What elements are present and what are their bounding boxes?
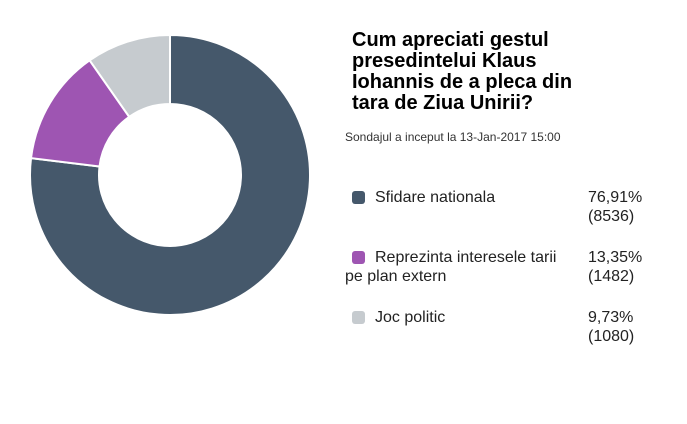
legend-percent: 13,35% [588, 249, 643, 266]
legend-swatch-icon [352, 191, 365, 204]
donut-chart-container [0, 0, 340, 350]
legend-label: Joc politic [345, 308, 588, 327]
legend-count: (1482) [588, 268, 635, 285]
legend: Sfidare nationala 76,91% (8536) Reprezin… [345, 188, 665, 346]
legend-label-text-wrap: pe plan extern [345, 268, 447, 285]
legend-value: 9,73% (1080) [588, 308, 663, 346]
legend-item: Joc politic 9,73% (1080) [345, 308, 665, 346]
poll-question-line: tara de Ziua Unirii? [352, 92, 534, 114]
poll-question-line: presedintelui Klaus [352, 50, 537, 72]
legend-value: 13,35% (1482) [588, 248, 663, 286]
legend-count: (1080) [588, 328, 635, 345]
legend-label: Reprezinta interesele tarii pe plan exter… [345, 248, 588, 286]
legend-percent: 76,91% [588, 189, 643, 206]
legend-percent: 9,73% [588, 309, 634, 326]
legend-label-text: Sfidare nationala [375, 189, 496, 206]
legend-label: Sfidare nationala [345, 188, 588, 207]
poll-question-line: Cum apreciati gestul [352, 29, 549, 51]
donut-segment-0 [29, 33, 311, 316]
legend-count: (8536) [588, 208, 635, 225]
legend-swatch-icon [352, 251, 365, 264]
poll-start-date: Sondajul a inceput la 13-Jan-2017 15:00 [345, 130, 561, 144]
poll-info-panel: Cum apreciati gestul presedintelui Klaus… [345, 30, 665, 368]
poll-question-line: Iohannis de a pleca din [352, 71, 573, 93]
legend-swatch-icon [352, 311, 365, 324]
donut-segment-2 [88, 33, 171, 119]
legend-item: Sfidare nationala 76,91% (8536) [345, 188, 665, 226]
legend-value: 76,91% (8536) [588, 188, 663, 226]
poll-question: Cum apreciati gestul presedintelui Klaus… [352, 30, 665, 114]
legend-item: Reprezinta interesele tarii pe plan exter… [345, 248, 665, 286]
donut-chart [29, 33, 311, 316]
legend-label-text: Joc politic [375, 309, 446, 326]
legend-label-text: Reprezinta interesele tarii [375, 249, 557, 266]
